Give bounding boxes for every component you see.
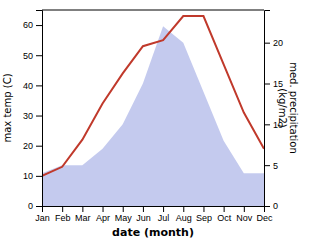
tick: Sep (196, 206, 212, 223)
tick: Dec (256, 206, 273, 223)
tick-label: Aug (176, 213, 192, 223)
tick-mark (62, 206, 63, 212)
axis-line (43, 207, 265, 213)
x-axis: Jan Feb Mar Apr MayJun Jul Aug Sep Oct NovDec (35, 206, 273, 223)
tick-mark (203, 206, 204, 212)
tick-label: Jan (35, 213, 50, 223)
tick: 10 (23, 171, 42, 181)
tick-label: 5 (273, 161, 278, 171)
tick-mark (183, 206, 184, 212)
tick-mark (36, 146, 42, 147)
tick: Jun (136, 206, 151, 223)
tick-mark (36, 25, 42, 26)
tick: Jan (35, 206, 50, 223)
tick: May (115, 206, 133, 223)
tick: 40 (23, 81, 42, 91)
frame (42, 10, 264, 11)
tick-mark (36, 55, 42, 56)
tick: Feb (55, 206, 71, 223)
tick-mark (264, 165, 270, 166)
tick: Oct (217, 206, 232, 223)
tick-mark (143, 206, 144, 212)
tick-label: 20 (23, 141, 33, 151)
tick-mark (264, 206, 270, 207)
axis-line (36, 11, 43, 207)
tick-mark (264, 124, 270, 125)
y2-axis-title: med. precipitation(kg/m2) (277, 62, 300, 154)
tick: Nov (236, 206, 253, 223)
axis-line (265, 11, 271, 207)
tick-label: Dec (256, 213, 273, 223)
tick-label: 30 (23, 111, 33, 121)
tick: 60 (23, 20, 42, 30)
tick-label: Jun (136, 213, 151, 223)
y-axis: 0 10 20 30 40 50 60 (23, 11, 43, 212)
tick: 20 (264, 38, 283, 48)
tick-mark (36, 176, 42, 177)
line (42, 16, 264, 176)
tick-mark (82, 206, 83, 212)
tick: 0 (28, 201, 42, 211)
tick-mark (36, 85, 42, 86)
tick: 0 (264, 201, 278, 211)
tick-mark (224, 206, 225, 212)
tick: 30 (23, 111, 42, 121)
tick-mark (36, 116, 42, 117)
tick-label: 0 (28, 201, 33, 211)
tick-mark (264, 84, 270, 85)
tick-label: May (115, 213, 133, 223)
tick: 20 (23, 141, 42, 151)
tick-label: Mar (75, 213, 91, 223)
tick-label: 0 (273, 201, 278, 211)
tick-label: Oct (217, 213, 232, 223)
tick-label: 20 (273, 38, 283, 48)
area (42, 26, 264, 206)
tick: Aug (176, 206, 192, 223)
tick-mark (36, 206, 42, 207)
tick-label: 10 (23, 171, 33, 181)
tick-label: Feb (55, 213, 71, 223)
y-axis-title: max temp (C) (2, 73, 13, 142)
tick-mark (163, 206, 164, 212)
tick-label: Jul (158, 213, 170, 223)
tick-label: 60 (23, 20, 33, 30)
tick-label: 50 (23, 51, 33, 61)
tick-label: Sep (196, 213, 212, 223)
tick-mark (244, 206, 245, 212)
tick: Mar (75, 206, 91, 223)
plot-area: JanFebMarAprMayJunJulAugSepOctNovDec0102… (23, 10, 283, 223)
tick: Apr (96, 206, 110, 223)
tick: 5 (264, 161, 278, 171)
marks (42, 16, 264, 206)
x-axis-title: date (month) (112, 226, 194, 239)
tick-label: 40 (23, 81, 33, 91)
chart: JanFebMarAprMayJunJulAugSepOctNovDec0102… (0, 0, 318, 242)
tick: Jul (158, 206, 170, 223)
tick-mark (123, 206, 124, 212)
tick-label: Nov (236, 213, 253, 223)
tick-mark (264, 43, 270, 44)
tick-mark (103, 206, 104, 212)
tick-label: Apr (96, 213, 110, 223)
tick: 50 (23, 51, 42, 61)
